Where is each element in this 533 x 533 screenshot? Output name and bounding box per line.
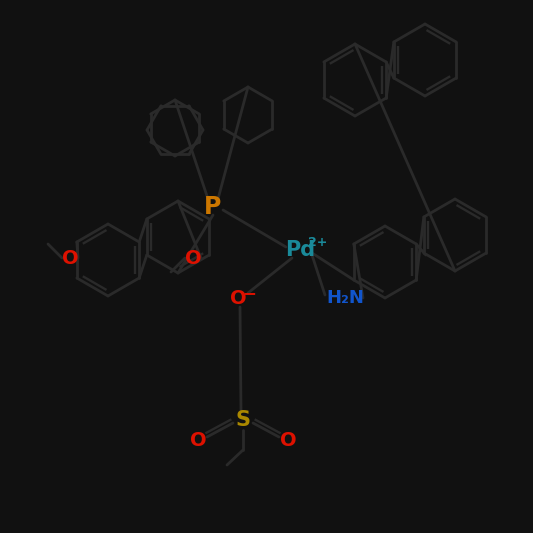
Text: Pd: Pd [285, 240, 315, 260]
Text: S: S [236, 410, 251, 430]
Text: P: P [204, 195, 222, 219]
Text: O: O [185, 248, 201, 268]
Text: O: O [280, 431, 296, 449]
Text: O: O [230, 288, 246, 308]
Text: O: O [62, 248, 78, 268]
Text: H₂N: H₂N [326, 289, 364, 307]
Text: −: − [242, 284, 256, 302]
Text: O: O [190, 431, 206, 449]
Text: 2+: 2+ [308, 237, 328, 249]
